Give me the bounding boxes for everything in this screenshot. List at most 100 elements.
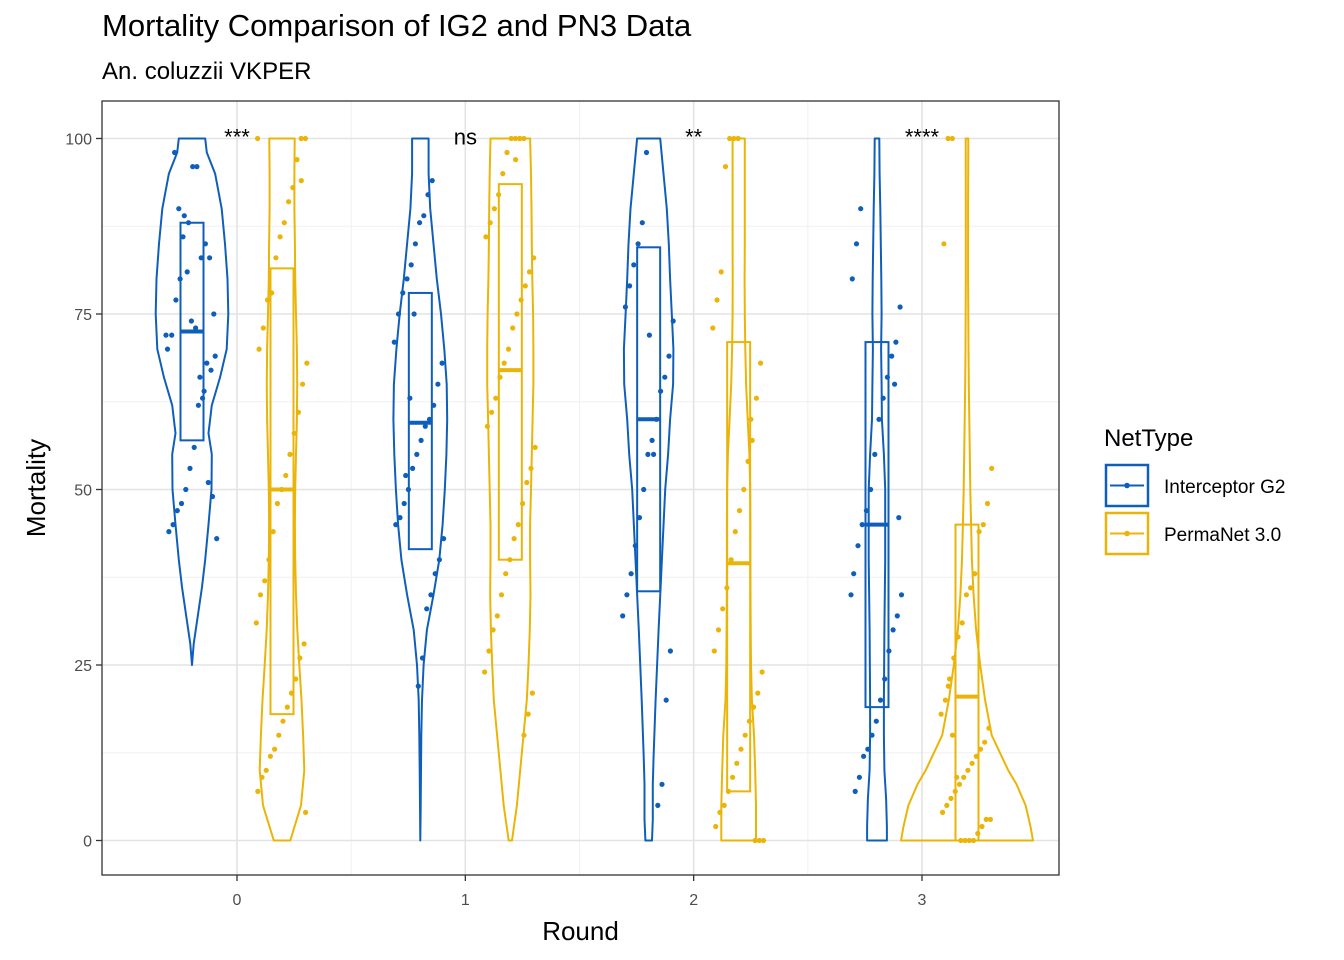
data-point — [711, 648, 717, 654]
violin-ig2-round-1 — [392, 137, 449, 842]
data-point — [751, 704, 757, 710]
data-point — [628, 571, 634, 577]
data-point — [183, 486, 189, 493]
data-point — [425, 192, 431, 198]
legend-label: PermaNet 3.0 — [1164, 525, 1281, 546]
data-point — [727, 135, 733, 142]
data-point — [713, 823, 719, 830]
data-point — [897, 304, 903, 310]
data-point — [412, 241, 418, 247]
data-point — [269, 290, 275, 296]
data-point — [397, 515, 403, 521]
data-point — [963, 592, 970, 598]
data-point — [749, 437, 755, 443]
data-point — [205, 479, 211, 486]
data-point — [670, 318, 676, 324]
data-point — [977, 746, 984, 752]
data-point — [401, 500, 407, 507]
data-point — [482, 669, 488, 675]
data-point — [272, 746, 278, 752]
data-point — [424, 606, 430, 612]
box-pn3-round-2 — [726, 341, 752, 793]
data-point — [529, 690, 536, 696]
data-point — [494, 613, 500, 619]
data-point — [193, 325, 199, 331]
data-point — [884, 374, 891, 380]
data-point — [291, 430, 297, 436]
data-point — [528, 465, 534, 471]
data-point — [876, 416, 882, 422]
data-point — [620, 613, 626, 619]
data-point — [304, 360, 310, 366]
data-point — [414, 451, 420, 457]
data-point — [520, 500, 526, 507]
data-point — [262, 578, 268, 584]
data-point — [181, 213, 187, 219]
data-point — [277, 234, 283, 240]
data-point — [746, 718, 753, 724]
data-point — [173, 297, 179, 303]
violin-ig2-round-0 — [154, 137, 230, 666]
axes: 0 25 50 75 100 0 1 2 3 Round Mortality — [21, 100, 1060, 946]
data-point — [426, 416, 433, 422]
data-point — [666, 353, 672, 359]
data-point — [441, 536, 447, 542]
data-point — [710, 325, 716, 331]
data-point — [300, 381, 306, 387]
data-point — [431, 402, 437, 408]
data-point — [176, 206, 182, 212]
data-point — [715, 627, 722, 633]
data-point — [966, 837, 972, 844]
data-point — [848, 592, 854, 598]
data-point — [276, 732, 282, 738]
data-point — [624, 592, 630, 598]
data-point — [980, 522, 986, 528]
data-point — [759, 669, 765, 675]
data-point — [954, 774, 960, 780]
data-point — [880, 395, 886, 401]
data-point — [721, 802, 727, 809]
data-point — [877, 697, 884, 703]
data-point — [724, 585, 730, 591]
data-point — [197, 374, 203, 380]
data-point — [174, 508, 180, 514]
data-point — [270, 529, 276, 535]
data-point — [497, 374, 503, 380]
data-point — [720, 606, 726, 612]
data-point — [267, 753, 273, 759]
data-point — [942, 697, 949, 703]
data-point — [177, 276, 183, 282]
legend-key-dot — [1124, 482, 1130, 489]
data-point — [508, 135, 514, 142]
chart-subtitle: An. coluzzii VKPER — [102, 58, 312, 85]
x-tick-label: 0 — [233, 892, 242, 909]
data-point — [421, 213, 427, 219]
data-point — [868, 486, 874, 493]
data-point — [748, 416, 754, 422]
data-point — [635, 241, 641, 247]
data-point — [965, 767, 971, 773]
data-point — [984, 500, 991, 507]
data-point — [404, 276, 410, 282]
data-point — [214, 536, 220, 542]
data-point — [188, 318, 194, 324]
data-point — [286, 199, 292, 205]
legend-item-pn3: PermaNet 3.0 — [1104, 511, 1281, 556]
data-point — [429, 178, 435, 184]
y-tick-label: 25 — [74, 658, 92, 675]
data-point — [400, 290, 406, 296]
data-point — [490, 627, 496, 633]
data-point — [180, 234, 186, 240]
data-point — [512, 135, 519, 142]
grid-lines — [102, 101, 1059, 875]
data-point — [852, 788, 858, 795]
data-point — [393, 522, 399, 528]
data-point — [627, 283, 633, 289]
data-point — [415, 683, 421, 689]
data-point — [517, 135, 523, 142]
data-point — [962, 837, 968, 844]
data-point — [273, 255, 279, 261]
data-point — [204, 360, 210, 366]
data-point — [510, 325, 516, 331]
data-point — [892, 381, 898, 387]
